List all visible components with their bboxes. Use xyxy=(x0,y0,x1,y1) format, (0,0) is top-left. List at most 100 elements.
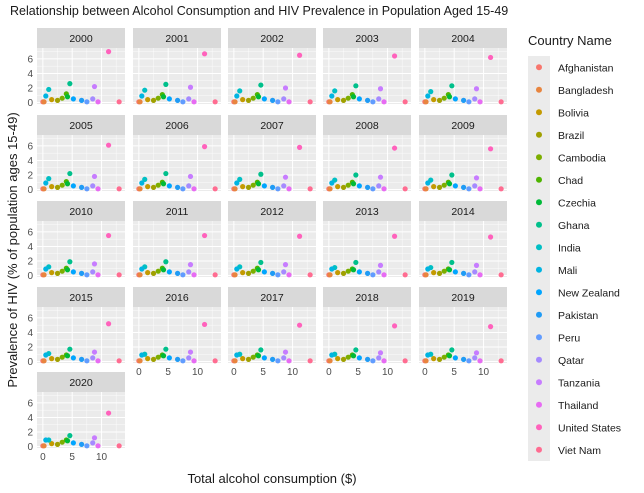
data-point xyxy=(402,186,408,192)
facet-strip xyxy=(133,115,221,135)
data-point xyxy=(49,97,55,103)
facet-2012: 2012 xyxy=(228,201,316,278)
data-point xyxy=(250,182,256,188)
data-point xyxy=(84,443,90,449)
legend-swatch xyxy=(536,311,542,318)
legend-swatch xyxy=(536,64,542,71)
data-point xyxy=(356,355,362,361)
facet-strip-label: 2014 xyxy=(451,206,475,218)
legend-item: Peru xyxy=(528,326,580,349)
data-point xyxy=(67,81,73,87)
data-point xyxy=(84,272,90,278)
data-point xyxy=(95,99,101,105)
data-point xyxy=(329,93,335,99)
facet-strip xyxy=(37,287,125,307)
data-point xyxy=(70,440,76,446)
data-point xyxy=(43,437,49,443)
data-point xyxy=(59,182,65,188)
x-tick-label: 10 xyxy=(478,367,490,378)
data-point xyxy=(364,270,371,276)
data-point xyxy=(353,259,359,266)
data-point xyxy=(296,144,303,150)
facet-2006: 2006 xyxy=(133,115,221,192)
data-point xyxy=(250,354,256,360)
data-point xyxy=(436,356,443,362)
data-point xyxy=(150,270,157,276)
data-point xyxy=(59,439,65,445)
data-point xyxy=(472,269,478,275)
data-point xyxy=(376,96,382,102)
data-point xyxy=(160,181,167,187)
legend-label: India xyxy=(558,242,581,254)
legend-item: Cambodia xyxy=(528,146,606,169)
data-point xyxy=(446,94,453,100)
data-point xyxy=(212,99,218,105)
y-tick-label: 0 xyxy=(27,185,33,196)
x-tick-label: 10 xyxy=(382,367,394,378)
facet-strip-label: 2002 xyxy=(260,33,284,45)
data-point xyxy=(391,233,398,239)
data-point xyxy=(90,269,96,275)
legend-label: New Zealand xyxy=(558,287,620,299)
data-point xyxy=(137,186,143,192)
data-point xyxy=(498,186,504,192)
data-point xyxy=(174,356,181,362)
data-point xyxy=(261,355,267,361)
data-point xyxy=(327,358,333,364)
data-point xyxy=(282,85,289,91)
data-point xyxy=(345,354,351,360)
x-tick-label: 0 xyxy=(136,367,142,378)
data-point xyxy=(356,183,362,189)
data-point xyxy=(473,350,480,356)
data-point xyxy=(449,83,455,89)
legend-swatch xyxy=(536,86,542,93)
facet-strip xyxy=(133,201,221,221)
y-tick-label: 2 xyxy=(27,343,33,354)
y-axis-title: Prevalence of HIV (% of population ages … xyxy=(5,112,20,387)
legend-label: Pakistan xyxy=(558,310,598,322)
data-point xyxy=(150,356,157,362)
data-point xyxy=(364,184,371,190)
data-point xyxy=(327,186,333,192)
data-point xyxy=(370,186,376,192)
panel-background xyxy=(37,135,125,191)
data-point xyxy=(377,262,384,268)
facet-strip-label: 2017 xyxy=(260,292,284,304)
data-point xyxy=(446,353,453,359)
data-point xyxy=(43,352,49,358)
data-point xyxy=(296,322,303,328)
data-point xyxy=(155,95,161,101)
facet-strip xyxy=(323,28,411,48)
data-point xyxy=(64,438,71,444)
facet-strip-label: 2015 xyxy=(69,292,93,304)
data-point xyxy=(477,358,483,364)
data-point xyxy=(201,144,208,150)
panel-background xyxy=(37,48,125,104)
data-point xyxy=(431,184,437,190)
data-point xyxy=(187,173,194,180)
legend-swatch xyxy=(536,379,542,386)
facet-2017: 2017 0 5 10 xyxy=(228,287,316,378)
data-point xyxy=(90,183,96,189)
data-point xyxy=(275,272,281,278)
facet-2018: 2018 0 5 10 xyxy=(323,287,411,378)
data-point xyxy=(41,186,47,192)
panel-background xyxy=(228,307,316,363)
data-point xyxy=(441,182,447,188)
legend-item: New Zealand xyxy=(528,281,620,304)
data-point xyxy=(477,99,483,105)
data-point xyxy=(335,184,341,190)
panel-background xyxy=(37,392,125,448)
y-tick-label: 4 xyxy=(27,328,33,339)
data-point xyxy=(381,99,387,105)
data-point xyxy=(232,272,238,278)
facet-strip xyxy=(37,28,125,48)
x-tick-label: 0 xyxy=(326,367,332,378)
legend-item: Brazil xyxy=(528,123,584,146)
x-tick-label: 5 xyxy=(69,452,75,463)
data-point xyxy=(472,355,478,361)
facet-strip-label: 2001 xyxy=(165,33,189,45)
data-point xyxy=(90,96,96,102)
data-point xyxy=(78,270,85,276)
